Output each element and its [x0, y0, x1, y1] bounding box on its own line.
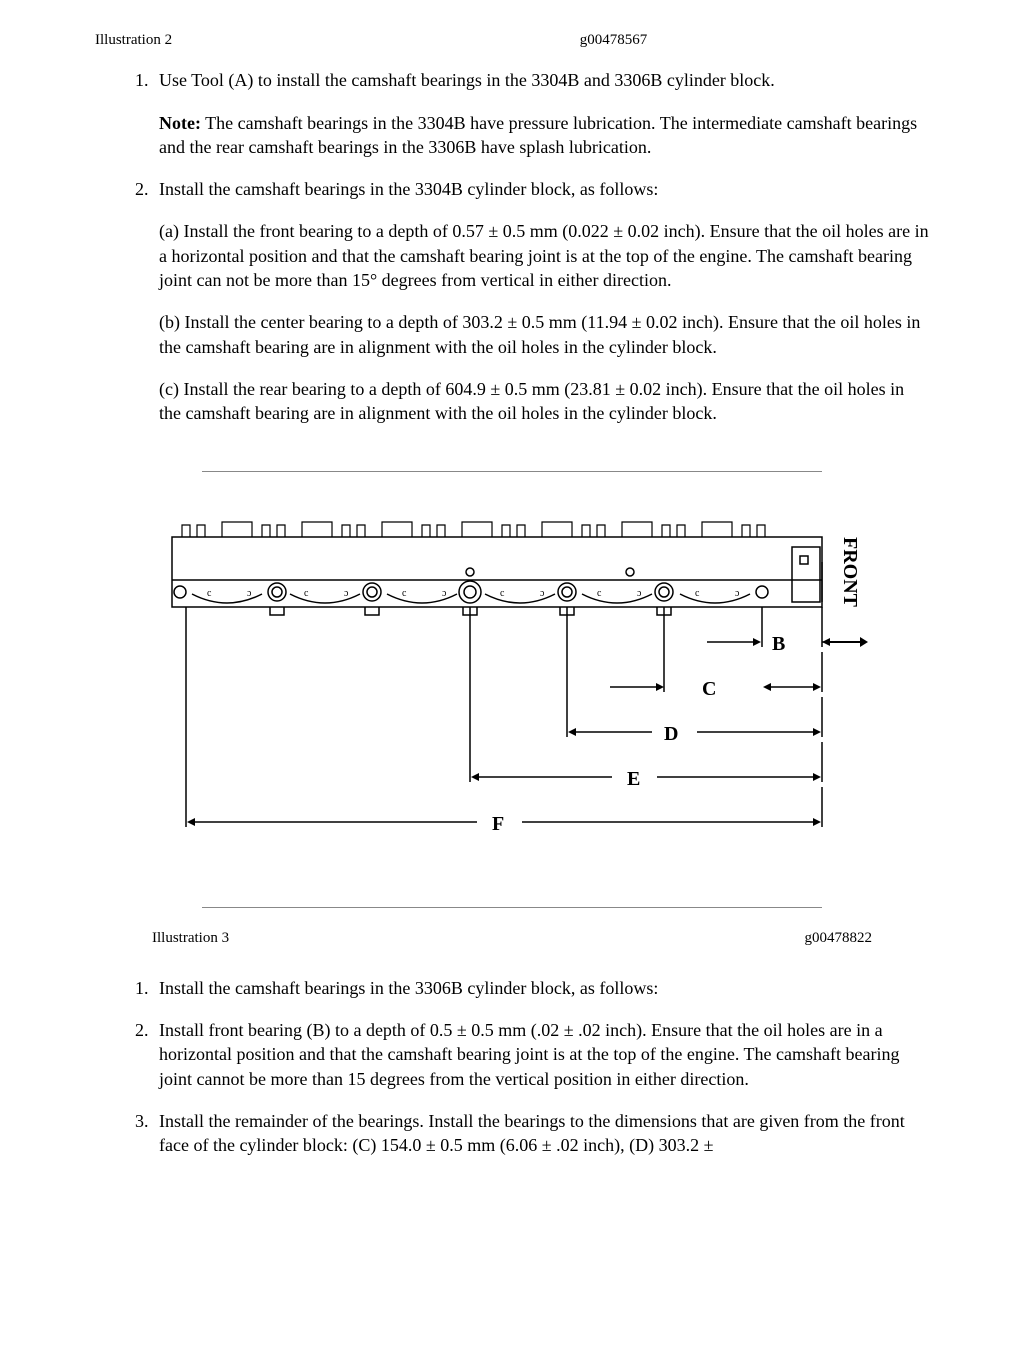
svg-text:c: c	[695, 588, 700, 599]
list2-item3-text: Install the remainder of the bearings. I…	[159, 1111, 905, 1155]
svg-text:ɔ: ɔ	[637, 588, 642, 599]
cylinder-block-diagram: c ɔ c ɔ c ɔ c ɔ c ɔ c ɔ	[152, 502, 872, 862]
svg-text:ɔ: ɔ	[247, 588, 252, 599]
diagram-label-front: FRONT	[839, 537, 861, 608]
svg-text:ɔ: ɔ	[344, 588, 349, 599]
list1-item2-text: Install the camshaft bearings in the 330…	[159, 179, 658, 199]
illustration-3-caption: Illustration 3 g00478822	[152, 928, 872, 948]
diagram-label-d: D	[664, 723, 678, 745]
svg-text:c: c	[500, 588, 505, 599]
illustration-2-id: g00478567	[172, 30, 815, 50]
diagram-label-e: E	[627, 768, 640, 790]
note-label: Note:	[159, 113, 201, 133]
diagram-svg: c ɔ c ɔ c ɔ c ɔ c ɔ c ɔ	[152, 502, 872, 862]
divider-bottom	[202, 907, 822, 908]
list1-item1: Use Tool (A) to install the camshaft bea…	[153, 68, 929, 159]
list1-item2-b: (b) Install the center bearing to a dept…	[159, 310, 929, 359]
list1-item2-a: (a) Install the front bearing to a depth…	[159, 219, 929, 292]
svg-text:c: c	[207, 588, 212, 599]
illustration-3-id: g00478822	[229, 928, 872, 948]
illustration-2-caption: Illustration 2 g00478567	[95, 30, 815, 50]
illustration-3-label: Illustration 3	[152, 928, 229, 948]
svg-text:ɔ: ɔ	[442, 588, 447, 599]
svg-text:ɔ: ɔ	[735, 588, 740, 599]
list1-item1-text: Use Tool (A) to install the camshaft bea…	[159, 70, 775, 90]
instruction-list-2: Install the camshaft bearings in the 330…	[95, 976, 929, 1158]
diagram-label-f: F	[492, 813, 504, 835]
divider-top	[202, 471, 822, 472]
svg-text:c: c	[402, 588, 407, 599]
list1-item2-c: (c) Install the rear bearing to a depth …	[159, 377, 929, 426]
list2-item2: Install front bearing (B) to a depth of …	[153, 1018, 929, 1091]
list1-item2: Install the camshaft bearings in the 330…	[153, 177, 929, 425]
instruction-list-1: Use Tool (A) to install the camshaft bea…	[95, 68, 929, 425]
list2-item1-text: Install the camshaft bearings in the 330…	[159, 978, 658, 998]
diagram-label-c: C	[702, 678, 716, 700]
svg-text:c: c	[304, 588, 309, 599]
list2-item1: Install the camshaft bearings in the 330…	[153, 976, 929, 1000]
svg-text:c: c	[597, 588, 602, 599]
list1-item1-note: Note: The camshaft bearings in the 3304B…	[159, 111, 929, 160]
diagram-label-b: B	[772, 633, 785, 655]
svg-text:ɔ: ɔ	[540, 588, 545, 599]
list2-item2-text: Install front bearing (B) to a depth of …	[159, 1020, 899, 1089]
list2-item3: Install the remainder of the bearings. I…	[153, 1109, 929, 1158]
illustration-2-label: Illustration 2	[95, 30, 172, 50]
note-text: The camshaft bearings in the 3304B have …	[159, 113, 917, 157]
